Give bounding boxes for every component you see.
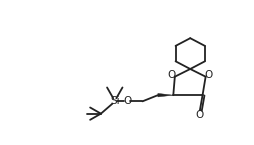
Polygon shape xyxy=(158,93,173,97)
Text: O: O xyxy=(123,96,131,106)
Text: O: O xyxy=(168,70,176,80)
Text: Si: Si xyxy=(110,96,120,106)
Text: O: O xyxy=(204,70,213,80)
Text: O: O xyxy=(196,110,204,120)
